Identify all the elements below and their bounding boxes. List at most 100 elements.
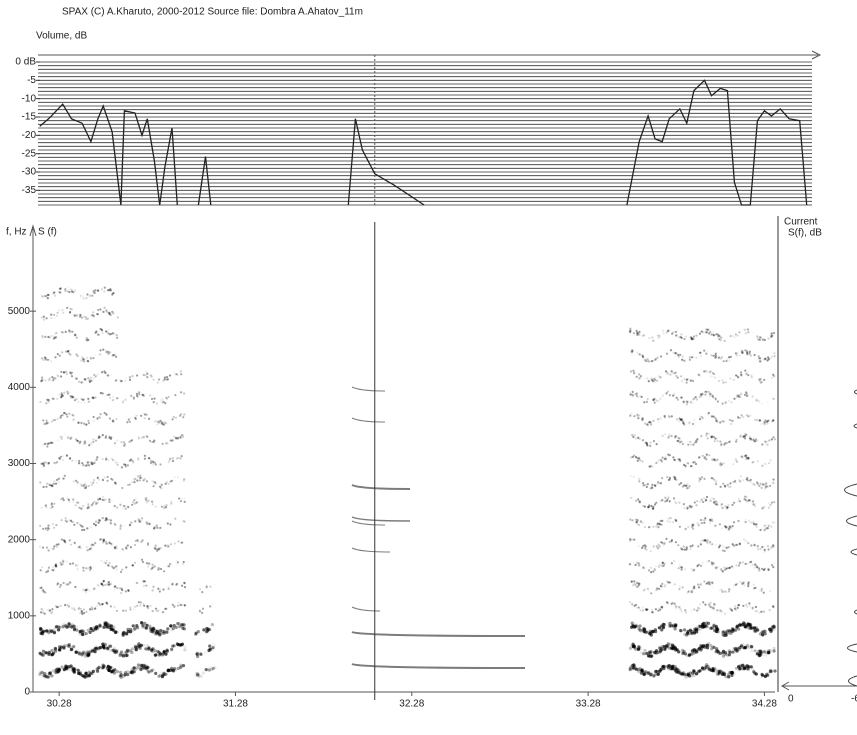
spectro-dot [759, 590, 761, 592]
spectro-dot [774, 562, 776, 564]
spectro-dot [96, 482, 98, 484]
spectro-dot [746, 353, 748, 355]
spectro-dot [646, 360, 648, 362]
spectro-dot [200, 632, 203, 635]
spectro-dot [137, 436, 139, 438]
spectro-dot [729, 440, 731, 442]
spectro-dot [74, 586, 76, 588]
spectro-dot [703, 625, 706, 628]
spectro-dot [166, 627, 169, 630]
spectro-dot [180, 604, 182, 606]
spectro-dot [161, 421, 163, 423]
spectro-dot [630, 626, 633, 629]
spectro-dot [695, 504, 697, 506]
spectro-dot [646, 423, 648, 425]
spectro-dot [152, 441, 154, 443]
spectro-dot [739, 543, 741, 545]
spectro-dot [57, 353, 59, 355]
spectro-dot [160, 568, 162, 570]
spectro-dot [756, 566, 758, 568]
spectro-dot [156, 550, 158, 552]
spectro-dot [683, 545, 685, 547]
spectro-dot [48, 399, 50, 401]
spectro-dot [680, 375, 682, 377]
spectro-dot [80, 508, 82, 510]
spectro-dot [732, 650, 735, 653]
spectro-dot [653, 378, 655, 380]
spectro-dot [133, 608, 135, 610]
spectro-dot [763, 527, 765, 529]
spectro-dot [97, 477, 99, 479]
spectro-dot [661, 607, 663, 609]
spectro-dot [88, 485, 90, 487]
spectro-dot [129, 524, 131, 526]
spectro-dot [105, 435, 107, 437]
spectro-dot [769, 670, 772, 673]
spectro-dot [661, 477, 663, 479]
spectro-dot [142, 562, 144, 564]
spectro-dot [54, 648, 57, 651]
spectro-dot [202, 671, 205, 674]
spectro-dot [130, 546, 132, 548]
spectro-dot [638, 564, 640, 566]
spectro-dot [148, 563, 150, 565]
spectro-dot [710, 375, 712, 377]
spectro-dot [639, 609, 641, 611]
spectro-dot [99, 354, 101, 356]
spectro-dot [137, 663, 140, 666]
spectro-dot [737, 628, 740, 631]
spectro-dot [120, 441, 122, 443]
spectro-dot [107, 480, 109, 482]
spectro-dot [69, 602, 71, 604]
spectro-dot [52, 548, 54, 550]
spectro-dot [173, 624, 176, 627]
spectro-dot [678, 336, 680, 338]
spectro-dot [673, 497, 675, 499]
spectro-dot [633, 372, 635, 374]
spectro-dot [721, 527, 723, 529]
spectro-dot [770, 546, 772, 548]
spectro-dot [718, 548, 720, 550]
spectro-dot [766, 674, 769, 677]
spectro-dot [686, 632, 689, 635]
spectro-dot [60, 646, 63, 649]
spectro-dot [711, 477, 713, 479]
spectro-dot [83, 338, 85, 340]
spectro-dot [684, 529, 686, 531]
spectro-dot [654, 503, 656, 505]
spectro-dot [670, 349, 672, 351]
spectro-dot [648, 421, 650, 423]
spectro-dot [103, 538, 105, 540]
spectro-dot [159, 609, 161, 611]
spectro-dot [746, 372, 748, 374]
spectro-dot [707, 539, 709, 541]
spectro-dot [766, 421, 768, 423]
spectro-dot [61, 666, 64, 669]
spectro-dot [154, 565, 156, 567]
spectro-dot [747, 458, 749, 460]
spectro-dot [63, 663, 66, 666]
spectro-dot [728, 649, 731, 652]
spectro-dot [166, 398, 168, 400]
spectro-dot [773, 482, 775, 484]
spectro-dot [62, 395, 64, 397]
spectro-dot [748, 478, 750, 480]
spectro-dot [77, 481, 79, 483]
spectro-dot [682, 486, 684, 488]
spectro-dot [68, 519, 70, 521]
spectro-dot [183, 415, 185, 417]
spectro-dot [76, 337, 78, 339]
spectro-dot [636, 521, 638, 523]
spectro-dot [659, 376, 661, 378]
spectro-dot [648, 504, 650, 506]
spectro-dot [41, 507, 43, 509]
spectro-dot [664, 416, 666, 418]
spectro-dot [691, 590, 693, 592]
spectro-dot [130, 521, 132, 523]
spectro-dot [106, 583, 108, 585]
harmonic-tail [352, 485, 410, 489]
spectro-dot [158, 567, 160, 569]
spectro-dot [51, 421, 53, 423]
spectro-dot [679, 526, 681, 528]
spectro-dot [154, 420, 156, 422]
